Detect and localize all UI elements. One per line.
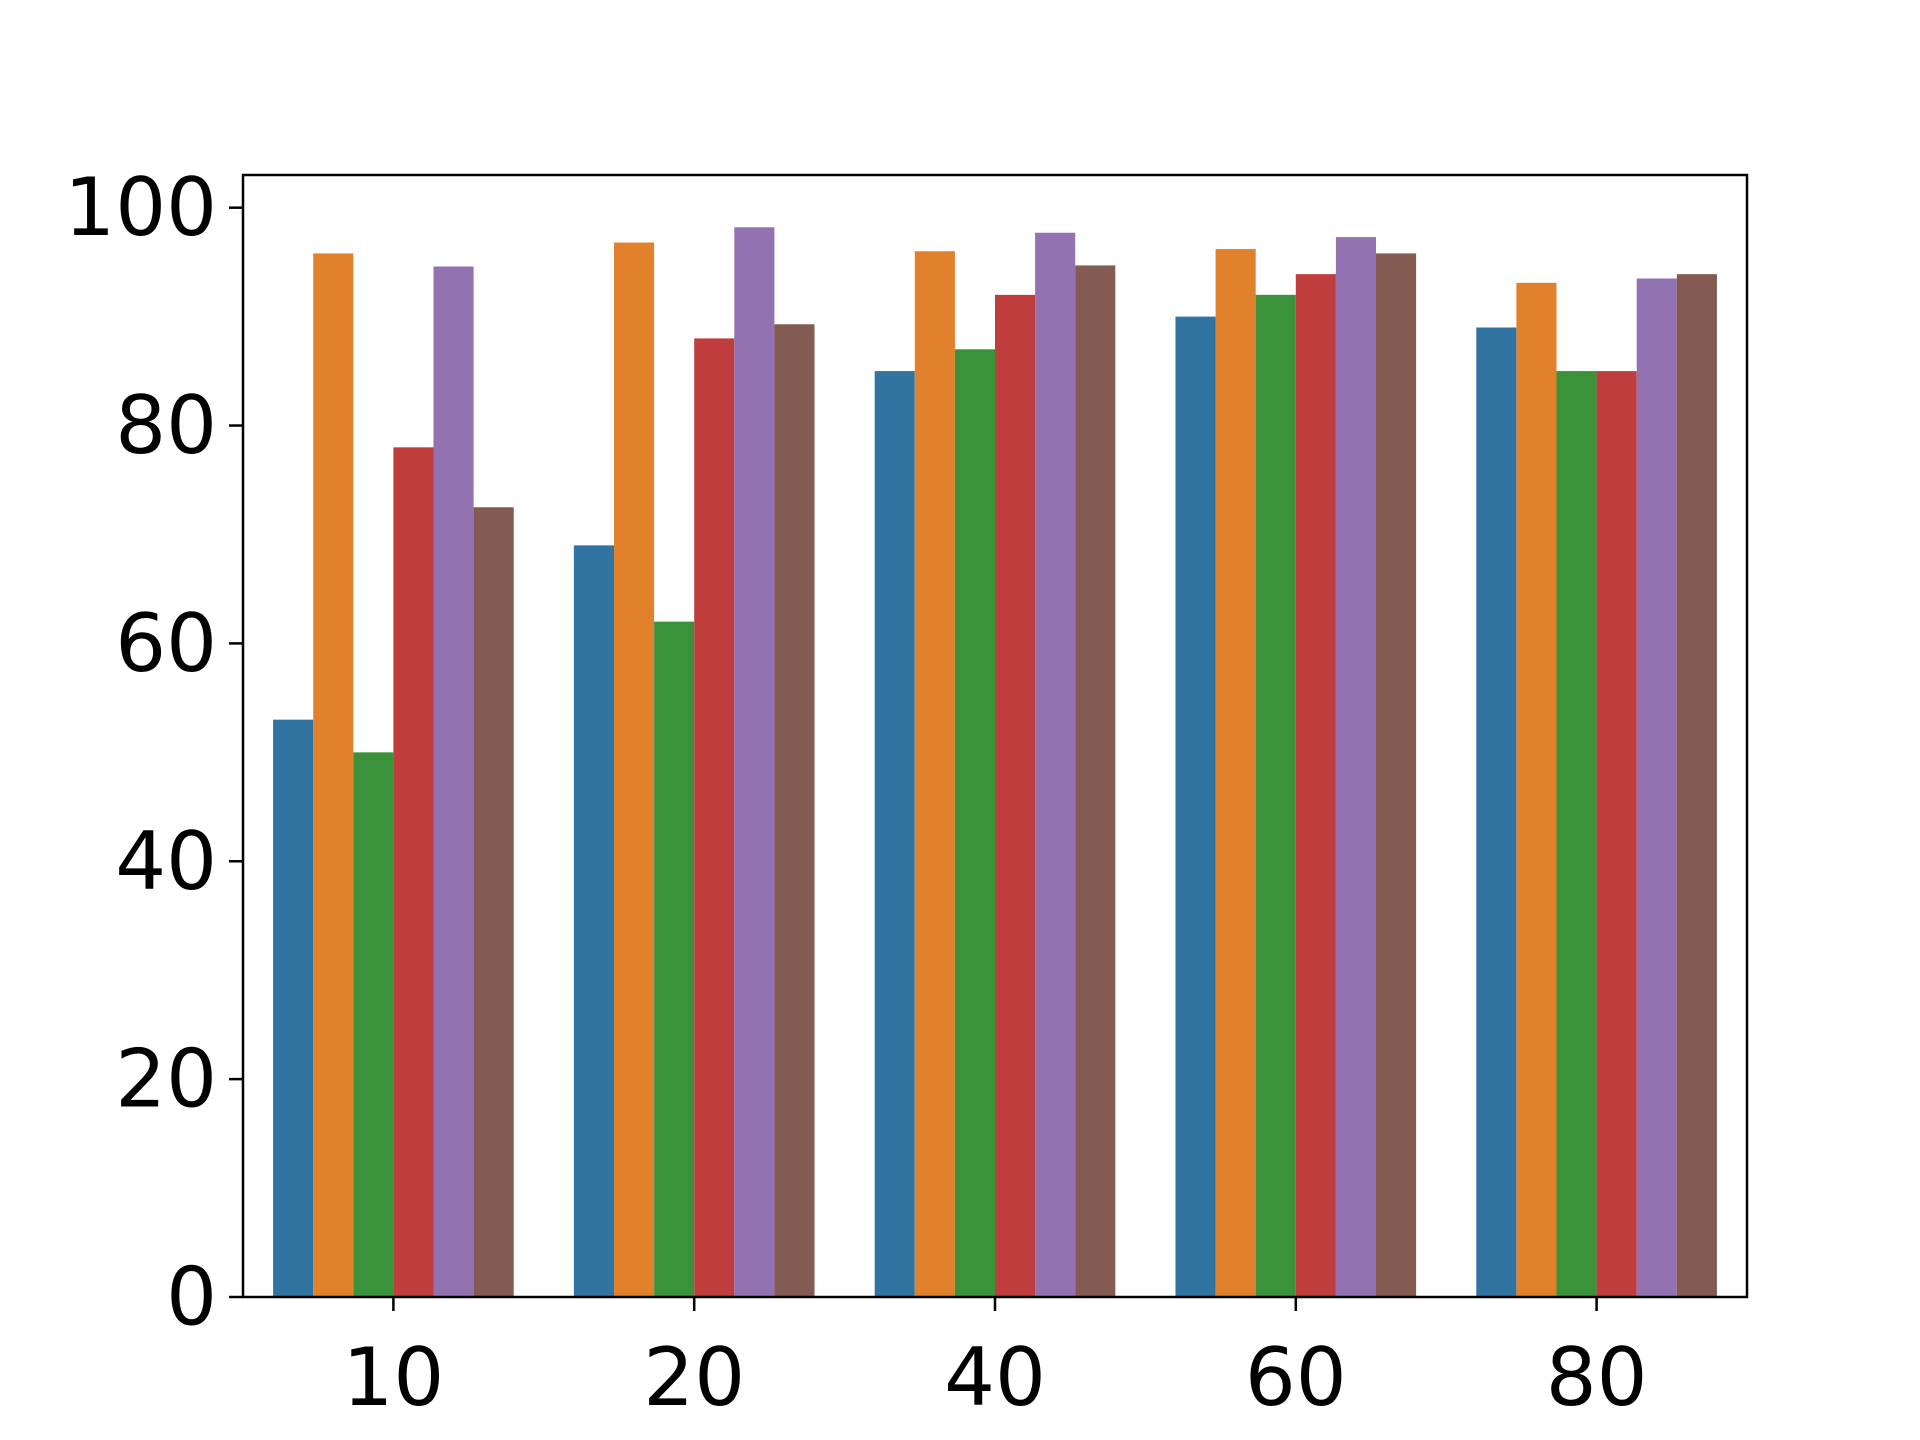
- bar-80-series-5: [1636, 278, 1677, 1297]
- y-tick-label: 20: [115, 1033, 217, 1126]
- bar-20-series-2: [613, 242, 655, 1297]
- bar-20-series-1: [573, 545, 614, 1297]
- bar-80-series-2: [1516, 282, 1557, 1298]
- y-tick-label: 80: [115, 379, 217, 472]
- bar-20-series-6: [774, 324, 815, 1297]
- x-tick-label: 80: [1546, 1331, 1648, 1424]
- bar-80-series-4: [1596, 371, 1637, 1298]
- bar-60-series-3: [1255, 294, 1296, 1298]
- y-tick-label: 100: [64, 161, 217, 254]
- bar-10-series-6: [473, 507, 514, 1297]
- bar-20-series-3: [654, 621, 695, 1297]
- bar-20-series-5: [734, 227, 775, 1297]
- bars-group: [273, 227, 1717, 1298]
- bar-40-series-3: [954, 349, 995, 1297]
- bar-10-series-4: [393, 447, 434, 1298]
- y-tick-label: 60: [115, 597, 217, 690]
- bar-80-series-3: [1556, 371, 1597, 1298]
- bar-80-series-1: [1476, 327, 1517, 1297]
- bar-10-series-5: [433, 266, 474, 1297]
- plot-frame: [241, 173, 1749, 1299]
- bar-60-series-1: [1175, 316, 1216, 1297]
- x-tick-label: 20: [643, 1331, 745, 1424]
- y-axis: 0 20 40 60 80 100: [64, 161, 243, 1344]
- x-tick-label: 60: [1245, 1331, 1347, 1424]
- bar-10-series-1: [273, 719, 314, 1297]
- bar-60-series-4: [1295, 274, 1336, 1297]
- bar-40-series-6: [1075, 265, 1116, 1297]
- y-tick-label: 0: [166, 1251, 217, 1344]
- bar-40-series-5: [1035, 232, 1076, 1298]
- bar-60-series-5: [1335, 237, 1377, 1298]
- bar-40-series-1: [874, 371, 915, 1298]
- y-tick-label: 40: [115, 815, 217, 908]
- bar-40-series-4: [995, 294, 1036, 1298]
- x-tick-label: 10: [343, 1331, 445, 1424]
- bar-80-series-6: [1676, 274, 1717, 1297]
- x-tick-label: 40: [944, 1331, 1046, 1424]
- bar-10-series-2: [313, 253, 354, 1298]
- bar-20-series-4: [694, 338, 735, 1297]
- bar-60-series-6: [1376, 253, 1417, 1298]
- x-axis: 10 20 40 60 80: [343, 1297, 1648, 1424]
- bar-40-series-2: [914, 251, 955, 1297]
- bar-60-series-2: [1215, 249, 1256, 1297]
- bar-10-series-3: [353, 752, 394, 1297]
